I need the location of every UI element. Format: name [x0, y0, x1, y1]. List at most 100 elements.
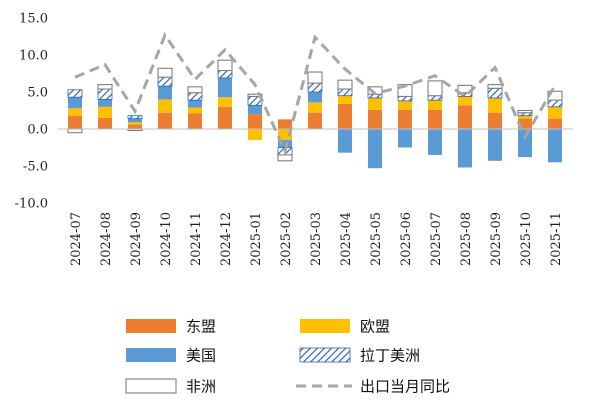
bar-5-2024-08: [97, 84, 113, 90]
bar-3-2024-07: [68, 97, 82, 109]
x-tick-label: 2025-04: [339, 212, 354, 266]
bar-1-2025-03: [308, 112, 322, 129]
bar-4-2024-09: [127, 115, 143, 120]
bar-5-2024-10: [157, 67, 173, 78]
x-tick-label: 2024-08: [99, 212, 114, 266]
bar-3-2025-08: [458, 129, 472, 168]
bar-1-2024-07: [68, 115, 82, 129]
bar-5-2025-02: [277, 154, 293, 162]
bar-5-2024-12: [217, 59, 233, 72]
legend-swatch: [126, 319, 176, 333]
bar-4-2024-07: [67, 89, 83, 98]
bar-2-2025-10: [518, 115, 532, 119]
bar-4-2024-10: [157, 76, 173, 87]
bar-1-2025-10: [518, 118, 532, 129]
bar-2-2025-07: [428, 100, 442, 110]
bar-4-2025-09: [487, 87, 503, 99]
legend-label: 拉丁美洲: [360, 347, 420, 365]
bar-2-2025-03: [308, 102, 322, 113]
legend-label: 欧盟: [360, 318, 390, 336]
x-tick-label: 2024-12: [219, 212, 234, 266]
bar-1-2024-09: [128, 124, 142, 129]
x-tick-label: 2024-10: [159, 212, 174, 266]
bar-2-2024-08: [98, 106, 112, 118]
bar-2-2024-11: [188, 107, 202, 114]
bar-3-2025-11: [548, 129, 562, 163]
bar-1-2025-02: [278, 119, 292, 129]
bar-4-2025-06: [397, 96, 413, 102]
bar-1-2024-08: [98, 117, 112, 129]
bar-4-2025-04: [337, 88, 353, 97]
bar-4-2025-03: [307, 82, 323, 93]
legend-swatch: [299, 347, 351, 363]
series-line-export-yoy: [74, 31, 557, 156]
x-tick-label: 2025-02: [279, 212, 294, 266]
bar-3-2024-08: [98, 99, 112, 107]
x-tick-label: 2025-05: [369, 212, 384, 266]
bar-1-2024-11: [188, 113, 202, 129]
bar-1-2025-07: [428, 109, 442, 129]
bar-1-2024-12: [218, 106, 232, 129]
bar-4-2025-11: [547, 99, 563, 108]
x-tick-label: 2025-01: [249, 212, 264, 266]
x-tick-label: 2025-03: [309, 212, 324, 266]
bar-2-2025-05: [368, 97, 382, 110]
y-tick-label: -10.0: [15, 197, 48, 212]
legend-swatch: [300, 319, 350, 333]
bar-1-2025-08: [458, 105, 472, 129]
bar-3-2024-12: [218, 77, 232, 98]
bar-2-2025-01: [248, 129, 262, 141]
bar-5-2025-10: [517, 109, 533, 114]
bar-5-2025-03: [307, 71, 323, 84]
bar-1-2025-06: [398, 109, 412, 129]
legend-label: 东盟: [186, 318, 216, 336]
bar-5-2025-07: [427, 80, 443, 97]
bar-2-2024-07: [68, 108, 82, 116]
bar-3-2025-09: [488, 129, 502, 161]
x-tick-label: 2025-06: [399, 212, 414, 266]
bar-1-2025-11: [548, 118, 562, 129]
bar-3-2025-10: [518, 129, 532, 158]
legend-label: 非洲: [186, 378, 216, 396]
bar-3-2025-05: [368, 129, 382, 169]
bar-4-2025-07: [427, 95, 443, 101]
legend-swatch: [125, 378, 177, 394]
y-tick-label: 5.0: [27, 86, 48, 101]
bar-3-2024-09: [128, 118, 142, 123]
legend-label: 出口当月同比: [360, 378, 450, 396]
bar-3-2025-07: [428, 129, 442, 155]
x-tick-label: 2025-10: [519, 212, 534, 266]
x-axis: 2024-07 2024-08 2024-09 2024-10 2024-11 2024-…: [69, 212, 564, 266]
x-tick-label: 2025-09: [489, 212, 504, 266]
y-tick-label: 0.0: [27, 123, 48, 138]
bar-3-2024-10: [158, 86, 172, 100]
x-tick-label: 2024-07: [69, 212, 84, 266]
bar-4-2024-08: [97, 88, 113, 100]
y-tick-label: 15.0: [19, 12, 48, 27]
bar-1-2025-01: [248, 114, 262, 129]
bar-3-2025-03: [308, 92, 322, 103]
bar-5-2025-09: [487, 84, 503, 89]
bar-2-2025-11: [548, 106, 562, 119]
x-tick-label: 2025-08: [459, 212, 474, 266]
x-tick-label: 2024-09: [129, 212, 144, 266]
y-axis: 15.0 10.0 5.0 0.0 -5.0 -10.0: [15, 12, 48, 212]
legend-label: 美国: [186, 347, 216, 365]
x-tick-label: 2025-11: [549, 212, 564, 266]
x-tick-label: 2025-07: [429, 212, 444, 266]
bar-3-2025-02: [278, 140, 292, 148]
bar-3-2024-11: [188, 100, 202, 108]
bar-5-2025-04: [337, 79, 353, 90]
x-tick-label: 2024-11: [189, 212, 204, 266]
bar-2-2024-09: [128, 122, 142, 125]
bar-1-2025-05: [368, 109, 382, 129]
bar-2-2025-02: [278, 129, 292, 141]
bar-2-2025-04: [338, 95, 352, 104]
bar-3-2025-04: [338, 129, 352, 153]
bar-3-2025-01: [248, 105, 262, 115]
bar-5-2024-11: [187, 86, 203, 94]
y-tick-label: -5.0: [23, 160, 48, 175]
bar-2-2025-06: [398, 100, 412, 110]
bar-series-group: [67, 59, 563, 169]
